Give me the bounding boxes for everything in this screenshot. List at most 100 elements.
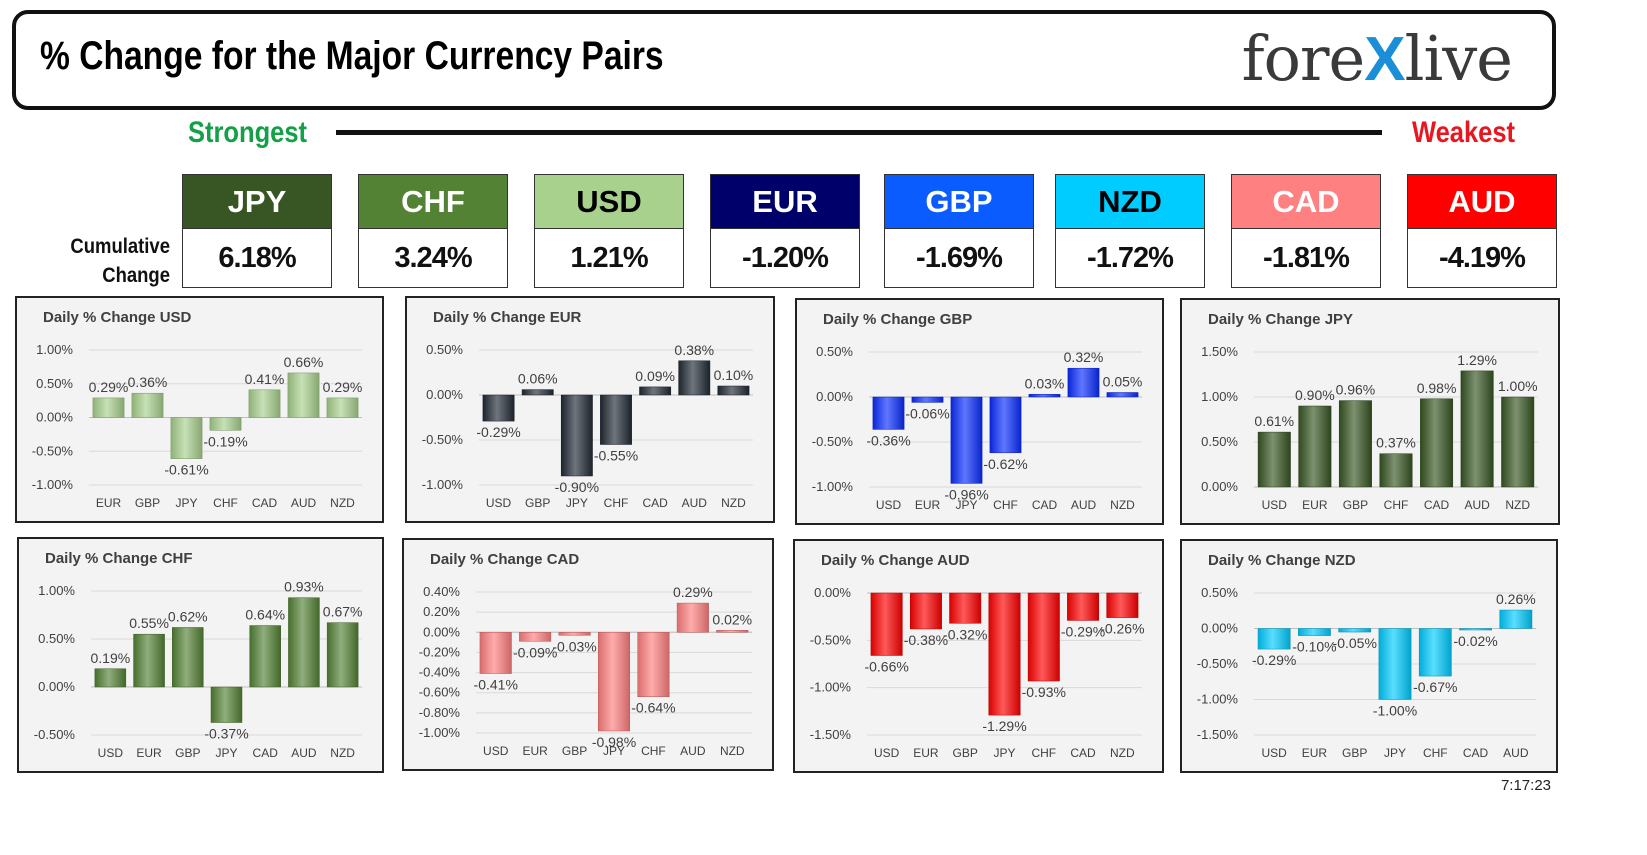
- x-tick-label: CHF: [213, 496, 238, 510]
- bar: [989, 396, 1022, 454]
- header-box: % Change for the Major Currency Pairs fo…: [12, 10, 1556, 110]
- x-tick-label: JPY: [215, 746, 237, 760]
- y-tick-label: 0.00%: [426, 387, 463, 402]
- bar-chart: Daily % Change USD 1.00% 0.50% 0.00% -0.50% -…: [32, 309, 363, 510]
- x-tick-label: AUD: [291, 746, 317, 760]
- bar: [1067, 367, 1100, 398]
- y-tick-label: -0.50%: [812, 434, 854, 449]
- bar: [1501, 396, 1535, 488]
- data-label: -0.29%: [476, 424, 520, 440]
- data-label: 0.62%: [168, 608, 208, 624]
- bar: [870, 592, 903, 656]
- chart-panel-2: Daily % Change EUR 0.50% 0.00% -0.50% -1.00%…: [405, 296, 775, 523]
- x-tick-label: JPY: [993, 746, 1015, 760]
- data-label: 0.67%: [323, 604, 363, 620]
- logo-text-left: fore: [1241, 22, 1366, 95]
- data-label: -0.67%: [1413, 679, 1457, 695]
- y-tick-label: -1.00%: [419, 725, 461, 740]
- page-title: % Change for the Major Currency Pairs: [40, 34, 664, 78]
- x-tick-label: GBP: [1342, 746, 1367, 760]
- y-tick-label: 0.00%: [814, 585, 851, 600]
- bar: [637, 632, 670, 697]
- x-tick-label: EUR: [913, 746, 939, 760]
- currency-box-nzd: NZD -1.72%: [1055, 174, 1205, 288]
- bar: [911, 396, 944, 403]
- bar: [1459, 628, 1492, 631]
- weakest-label: Weakest: [1412, 116, 1516, 149]
- data-label: -0.09%: [513, 644, 557, 660]
- bar: [288, 597, 320, 688]
- y-tick-label: -1.00%: [812, 479, 854, 494]
- data-label: -0.37%: [204, 726, 248, 742]
- y-tick-label: -1.50%: [810, 727, 852, 742]
- y-tick-label: -1.00%: [810, 680, 852, 695]
- currency-box-chf: CHF 3.24%: [358, 174, 508, 288]
- currency-box-eur: EUR -1.20%: [710, 174, 860, 288]
- x-tick-label: AUD: [1503, 746, 1529, 760]
- data-label: 0.19%: [91, 650, 131, 666]
- x-tick-label: CAD: [642, 496, 668, 510]
- x-tick-label: CHF: [1031, 746, 1056, 760]
- strongest-label: Strongest: [188, 116, 308, 149]
- bar: [1338, 628, 1372, 633]
- chart-panel-4: Daily % Change JPY 1.50% 1.00% 0.50% 0.00% 0.…: [1180, 298, 1560, 525]
- x-tick-label: CHF: [604, 496, 629, 510]
- x-tick-label: CAD: [253, 746, 279, 760]
- currency-code: CHF: [359, 175, 507, 229]
- data-label: -1.00%: [1373, 703, 1417, 719]
- bar: [1420, 398, 1454, 488]
- bar: [482, 394, 515, 422]
- cumulative-label-line2: Change: [102, 264, 170, 287]
- y-tick-label: -1.00%: [32, 477, 74, 492]
- cumulative-change-value: 6.18%: [218, 241, 296, 274]
- currency-code: GBP: [885, 175, 1033, 229]
- bar: [1460, 370, 1494, 488]
- bar: [170, 417, 203, 459]
- currency-box-cad: CAD -1.81%: [1231, 174, 1381, 288]
- currency-box-usd: USD 1.21%: [534, 174, 684, 288]
- currency-code: JPY: [183, 175, 331, 229]
- data-label: -0.62%: [983, 456, 1027, 472]
- bar: [1106, 392, 1139, 398]
- x-tick-label: CAD: [252, 496, 278, 510]
- chart-panel-5: Daily % Change CHF 1.00% 0.50% 0.00% -0.50% 0…: [17, 537, 384, 773]
- data-label: 0.37%: [1376, 435, 1416, 451]
- bar: [716, 630, 749, 633]
- x-tick-label: NZD: [330, 496, 355, 510]
- y-tick-label: -1.50%: [1197, 727, 1239, 742]
- x-tick-label: JPY: [955, 498, 977, 512]
- bar: [1499, 609, 1533, 629]
- x-tick-label: AUD: [682, 496, 708, 510]
- y-tick-label: 0.50%: [38, 631, 75, 646]
- logo-x: X: [1364, 25, 1405, 94]
- bar: [479, 632, 512, 674]
- x-tick-label: AUD: [680, 744, 706, 758]
- x-tick-label: CHF: [1423, 746, 1448, 760]
- bar: [909, 592, 942, 630]
- bar-chart: Daily % Change GBP 0.50% 0.00% -0.50% -1.00%…: [812, 311, 1143, 512]
- data-label: 0.64%: [245, 607, 285, 623]
- x-tick-label: CHF: [1384, 498, 1409, 512]
- bar: [949, 592, 982, 624]
- x-tick-label: JPY: [603, 744, 625, 758]
- bar: [988, 592, 1021, 716]
- x-tick-label: GBP: [1343, 498, 1368, 512]
- data-label: 0.05%: [1103, 374, 1143, 390]
- bar: [597, 632, 631, 732]
- cumulative-change-value: -1.69%: [916, 241, 1003, 274]
- y-tick-label: 0.00%: [1201, 621, 1238, 636]
- y-tick-label: -0.50%: [1197, 656, 1239, 671]
- chart-panel-3: Daily % Change GBP 0.50% 0.00% -0.50% -1.00%…: [795, 298, 1164, 525]
- y-tick-label: -1.00%: [422, 477, 464, 492]
- x-tick-label: AUD: [291, 496, 317, 510]
- y-tick-label: 1.50%: [1201, 344, 1238, 359]
- y-tick-label: 0.00%: [816, 389, 853, 404]
- bar: [558, 632, 591, 636]
- bar: [131, 392, 164, 418]
- x-tick-label: GBP: [562, 744, 587, 758]
- chart-title: Daily % Change NZD: [1208, 552, 1356, 569]
- x-tick-label: NZD: [330, 746, 355, 760]
- bar: [1257, 628, 1291, 650]
- bar: [872, 396, 905, 430]
- chart-title: Daily % Change CHF: [45, 550, 193, 567]
